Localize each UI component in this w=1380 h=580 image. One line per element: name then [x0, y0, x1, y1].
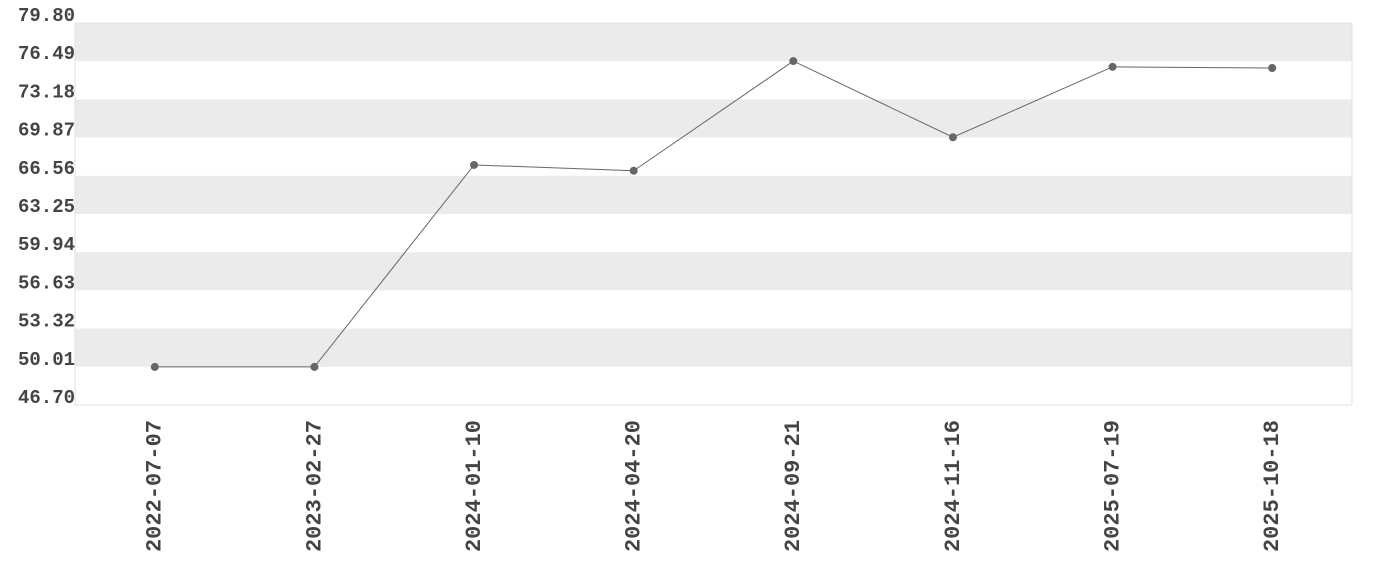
grid-band [75, 99, 1352, 138]
y-tick-label: 53.32 [18, 311, 75, 333]
y-tick-label: 73.18 [18, 81, 75, 103]
y-tick-label: 76.49 [18, 43, 75, 65]
x-tick-label: 2025-10-18 [1260, 420, 1285, 552]
x-tick-label: 2024-04-20 [622, 420, 647, 552]
data-point [310, 362, 319, 371]
data-point [1108, 62, 1117, 71]
y-tick-label: 66.56 [18, 158, 75, 180]
y-tick-label: 79.80 [18, 5, 75, 27]
x-tick-label: 2025-07-19 [1100, 420, 1125, 552]
y-tick-label: 56.63 [18, 272, 75, 294]
grid-band [75, 23, 1352, 62]
data-point [470, 160, 479, 169]
x-tick-label: 2024-09-21 [781, 420, 806, 552]
x-tick-label: 2022-07-07 [143, 420, 168, 552]
y-tick-label: 50.01 [18, 349, 75, 371]
data-point [789, 57, 798, 66]
data-point [1268, 64, 1277, 73]
grid-band [75, 252, 1352, 291]
grid-band [75, 175, 1352, 214]
grid-band [75, 328, 1352, 367]
data-point [629, 166, 638, 175]
data-line [154, 60, 1273, 368]
x-tick-label: 2023-02-27 [302, 420, 327, 552]
data-point [948, 133, 957, 142]
x-tick-label: 2024-01-10 [462, 420, 487, 552]
x-tick-label: 2024-11-16 [941, 420, 966, 552]
data-point [150, 362, 159, 371]
y-tick-label: 46.70 [18, 387, 75, 409]
y-tick-label: 59.94 [18, 234, 75, 256]
plot-border [74, 22, 1353, 406]
y-tick-label: 69.87 [18, 120, 75, 142]
y-tick-label: 63.25 [18, 196, 75, 218]
